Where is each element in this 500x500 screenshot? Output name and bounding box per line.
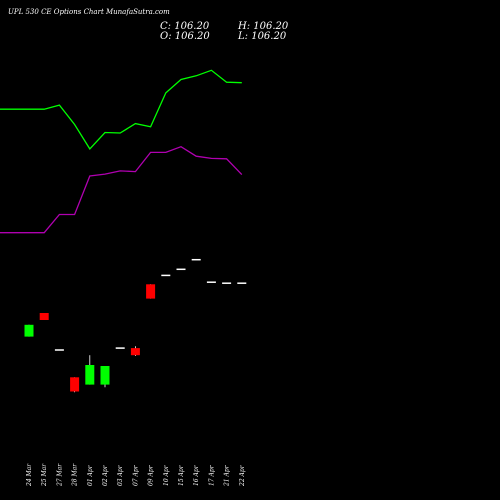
high-value: H: 106.20 [238,21,289,32]
low-value: L: 106.20 [238,31,287,42]
candle-body [222,282,232,284]
candle [146,284,156,299]
open-value: O: 106.20 [160,31,210,42]
candle-body [176,268,186,271]
date-tick-label: 07 Apr [132,464,139,486]
date-tick-label: 09 Apr [148,464,155,486]
candle [100,366,110,388]
candle-body [237,282,247,284]
candle [85,355,95,385]
candle-body [100,366,110,385]
candle [115,347,125,349]
candle-body [70,377,80,392]
date-tick-label: 21 Apr [224,464,231,487]
date-tick-label: 17 Apr [208,464,215,486]
candle [237,282,247,284]
date-tick-label: 16 Apr [193,464,200,486]
candle-body [161,274,171,277]
candle [24,324,34,337]
date-tick-label: 24 Mar [26,463,33,487]
candle-body [39,313,49,320]
candle-body [130,348,140,356]
lower-band-line [0,145,243,234]
candle-body [206,281,216,283]
candle [222,282,232,284]
candle-body [191,258,201,261]
date-tick-label: 01 Apr [87,464,94,486]
candle [70,377,80,393]
candle [191,258,201,261]
date-tick-label: 10 Apr [163,464,170,486]
candle-body [115,347,125,349]
date-axis: 24 Mar 25 Mar 27 Mar 28 Mar 01 Apr 02 Apr 03 A… [26,463,246,487]
date-tick-label: 02 Apr [102,464,109,486]
candle-body [24,324,34,337]
candle [176,268,186,271]
candle-body [146,284,156,299]
date-tick-label: 22 Apr [239,464,246,487]
candles [24,258,247,393]
candle [161,274,171,277]
candle-body [85,365,95,385]
candle [206,281,216,283]
candle-body [54,349,64,351]
date-tick-label: 27 Mar [56,463,63,487]
candle [39,313,49,320]
candle [130,346,140,356]
page-title: UPL 530 CE Options Chart MunafaSutra.com [8,8,170,16]
candle [54,349,64,351]
date-tick-label: 15 Apr [178,464,185,486]
band-lines [0,69,243,234]
close-value: C: 106.20 [160,21,210,32]
date-tick-label: 25 Mar [41,463,48,487]
date-tick-label: 03 Apr [117,464,124,486]
upper-band-line [0,69,242,150]
date-tick-label: 28 Mar [72,463,79,487]
